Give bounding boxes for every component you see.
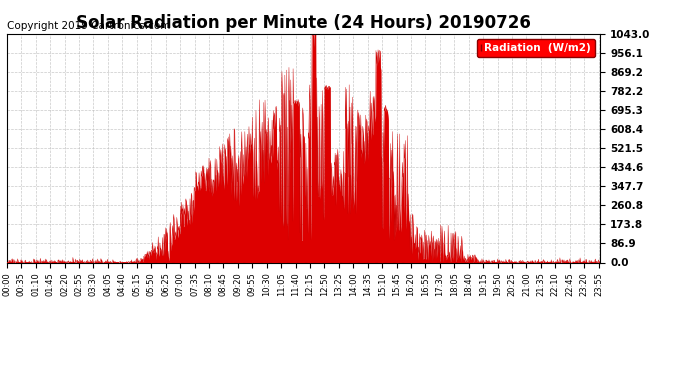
Title: Solar Radiation per Minute (24 Hours) 20190726: Solar Radiation per Minute (24 Hours) 20… [76, 14, 531, 32]
Text: Copyright 2019 Cartronics.com: Copyright 2019 Cartronics.com [7, 21, 170, 32]
Legend: Radiation  (W/m2): Radiation (W/m2) [477, 39, 595, 57]
